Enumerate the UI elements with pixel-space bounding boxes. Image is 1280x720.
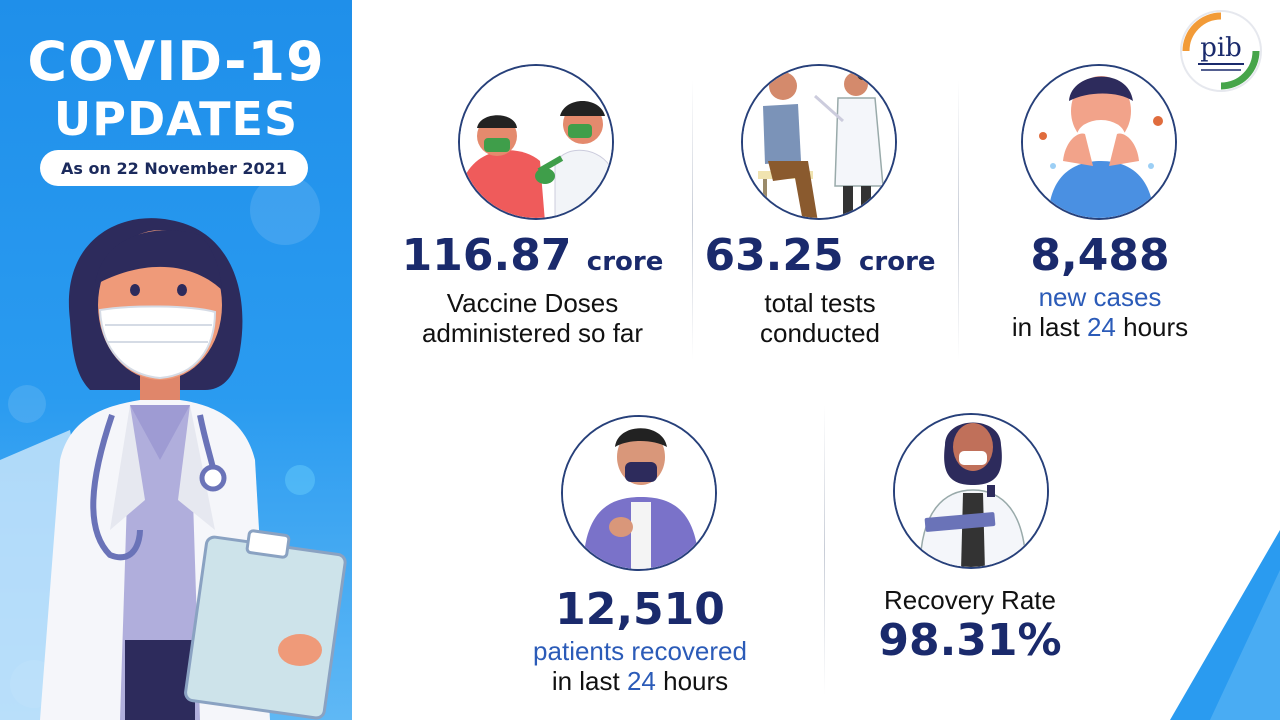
vaccination-icon <box>458 64 614 220</box>
tests-line1: total tests <box>764 288 876 318</box>
recovery-rate-value: 98.31% <box>878 615 1062 666</box>
stat-tests: 63.25 crore total tests conducted <box>695 230 945 348</box>
recovered-line2-post: hours <box>663 666 729 696</box>
title-line-1: COVID-19 <box>27 30 325 93</box>
left-panel: COVID-19 UPDATES As on 22 November 2021 <box>0 0 352 720</box>
tests-value: 63.25 crore <box>695 230 945 288</box>
title-line-2: UPDATES <box>53 92 299 146</box>
corner-decoration-icon <box>1170 530 1280 720</box>
new-cases-line2-pre: in last <box>1011 312 1080 342</box>
new-cases-line2-post: hours <box>1123 312 1189 342</box>
new-cases-line2-num: 24 <box>1086 312 1116 342</box>
virus-bg-icon <box>8 385 46 423</box>
doctor-illustration-icon <box>0 218 347 720</box>
doctor-clipboard-icon <box>893 413 1049 569</box>
tests-unit: crore <box>858 247 936 277</box>
recovery-rate-label: Recovery Rate <box>884 585 1056 615</box>
stat-vaccine: 116.87 crore Vaccine Doses administered … <box>395 230 670 348</box>
stat-recovered: 12,510 patients recovered in last 24 hou… <box>500 584 780 696</box>
recovered-line2-num: 24 <box>626 666 656 696</box>
vaccine-unit: crore <box>586 247 664 277</box>
stat-recovery-rate: Recovery Rate 98.31% <box>850 585 1090 667</box>
tests-line2: conducted <box>760 318 880 348</box>
date-badge: As on 22 November 2021 <box>40 150 308 186</box>
covid-test-icon <box>741 64 897 220</box>
vaccine-value: 116.87 crore <box>395 230 670 288</box>
new-cases-line2: in last 24 hours <box>975 312 1225 342</box>
vaccine-number: 116.87 <box>401 230 572 281</box>
recovered-line2: in last 24 hours <box>500 666 780 696</box>
divider <box>958 80 959 360</box>
virus-bg-icon <box>250 175 320 245</box>
vaccine-line2: administered so far <box>421 318 644 348</box>
vaccine-line1: Vaccine Doses <box>446 288 619 318</box>
sneezing-person-icon <box>1021 64 1177 220</box>
pib-logo-icon: pib <box>1180 10 1262 92</box>
recovered-line2-pre: in last <box>551 666 620 696</box>
divider <box>824 405 825 695</box>
new-cases-line1: new cases <box>1038 282 1162 312</box>
divider <box>692 80 693 360</box>
new-cases-value: 8,488 <box>1030 230 1170 281</box>
tests-number: 63.25 <box>704 230 844 281</box>
stat-new-cases: 8,488 new cases in last 24 hours <box>975 230 1225 342</box>
recovered-value: 12,510 <box>555 584 725 635</box>
logo-text: pib <box>1200 33 1242 63</box>
recovered-line1: patients recovered <box>533 636 747 666</box>
virus-bg-icon <box>285 465 315 495</box>
masked-person-icon <box>561 415 717 571</box>
